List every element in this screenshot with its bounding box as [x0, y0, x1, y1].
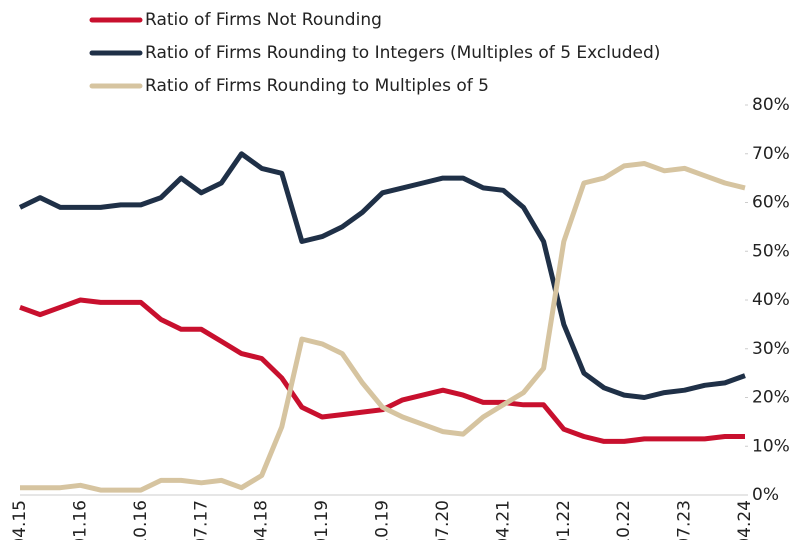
series-line — [18, 151, 746, 400]
x-tick-label: 07.23 — [675, 500, 695, 540]
x-tick-label: 10.19 — [373, 500, 393, 540]
x-tick-label: 10.22 — [614, 500, 634, 540]
legend-label: Ratio of Firms Rounding to Integers (Mul… — [145, 43, 660, 63]
x-tick-label: 01.22 — [554, 500, 574, 540]
series-line — [19, 297, 745, 444]
y-tick-label: 30% — [752, 339, 790, 359]
legend: Ratio of Firms Not Rounding Ratio of Fir… — [89, 10, 660, 96]
y-tick-label: 40% — [752, 290, 790, 310]
y-tick-label: 10% — [752, 436, 790, 456]
legend-label: Ratio of Firms Not Rounding — [145, 10, 382, 30]
x-tick-label: 04.24 — [735, 500, 755, 540]
y-tick-label: 60% — [752, 193, 790, 213]
x-tick-label: 07.17 — [191, 500, 211, 540]
series-line — [20, 161, 746, 493]
x-tick-label: 04.18 — [252, 500, 272, 540]
y-tick-label: 80% — [752, 95, 790, 115]
x-tick-label: 10.16 — [131, 500, 151, 540]
x-tick-label: 04.15 — [10, 500, 30, 540]
y-tick-label: 70% — [752, 144, 790, 164]
y-tick-label: 0% — [752, 485, 779, 505]
x-tick-label: 07.20 — [433, 500, 453, 540]
y-tick-label: 50% — [752, 241, 790, 261]
x-tick-label: 01.16 — [70, 500, 90, 540]
x-tick-label: 04.21 — [493, 500, 513, 540]
y-tick-label: 20% — [752, 388, 790, 408]
x-tick-label: 01.19 — [312, 500, 332, 540]
legend-label: Ratio of Firms Rounding to Multiples of … — [145, 76, 489, 96]
